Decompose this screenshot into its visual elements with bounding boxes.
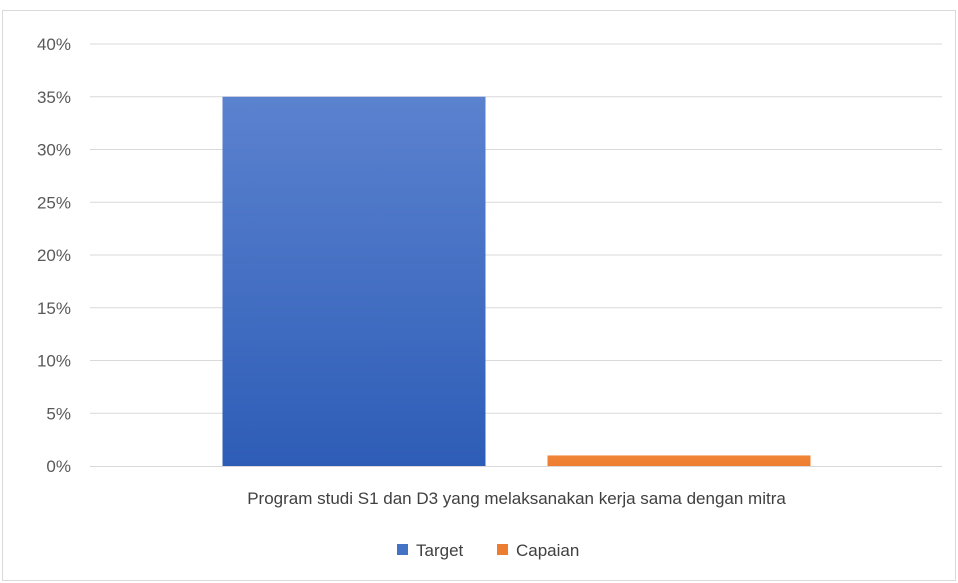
category-label: Program studi S1 dan D3 yang melaksanaka… bbox=[247, 489, 786, 508]
y-tick-label: 10% bbox=[37, 352, 71, 371]
gridlines bbox=[90, 43, 942, 414]
y-tick-label: 25% bbox=[37, 193, 71, 212]
legend-swatch-capaian bbox=[497, 544, 508, 555]
y-tick-label: 15% bbox=[37, 299, 71, 318]
y-axis-ticks: 0% 5% 10% 15% 20% 25% 30% 35% 40% bbox=[37, 35, 71, 476]
y-tick-label: 35% bbox=[37, 88, 71, 107]
legend-label-target: Target bbox=[416, 541, 464, 560]
y-tick-label: 40% bbox=[37, 35, 71, 54]
legend-swatch-target bbox=[397, 544, 408, 555]
y-tick-label: 5% bbox=[46, 404, 71, 423]
bars bbox=[222, 96, 811, 466]
bar-capaian bbox=[547, 455, 811, 466]
y-tick-label: 20% bbox=[37, 246, 71, 265]
y-tick-label: 30% bbox=[37, 141, 71, 160]
bar-target bbox=[222, 96, 486, 466]
y-tick-label: 0% bbox=[46, 457, 71, 476]
legend-label-capaian: Capaian bbox=[516, 541, 579, 560]
legend: Target Capaian bbox=[397, 541, 579, 560]
